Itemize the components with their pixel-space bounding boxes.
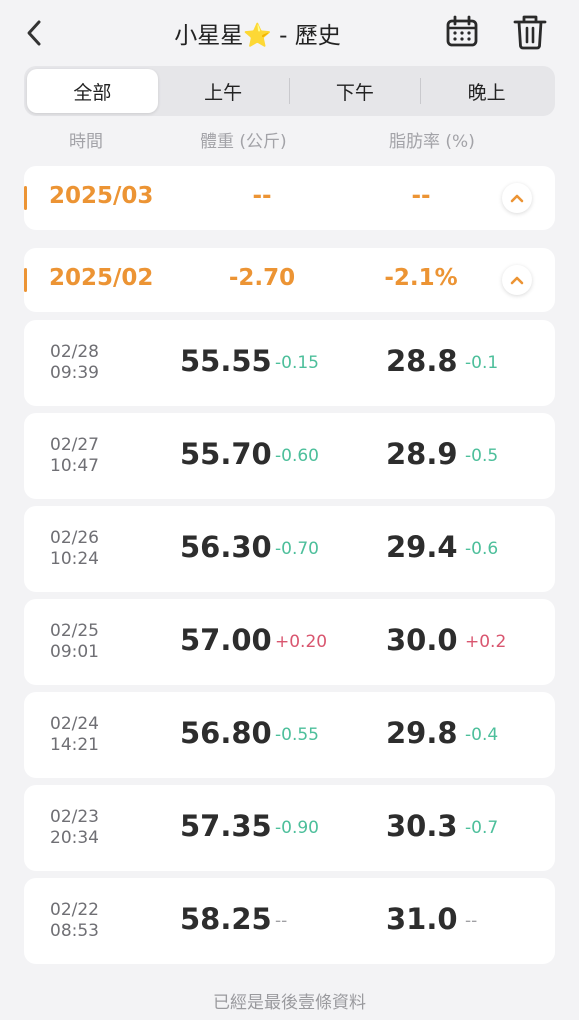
record-weight-diff: -0.90 bbox=[275, 818, 319, 838]
record-date: 02/23 bbox=[50, 807, 99, 827]
calendar-button[interactable] bbox=[444, 14, 480, 50]
column-header-fat: 脂肪率 (%) bbox=[389, 132, 475, 152]
record-date: 02/27 bbox=[50, 435, 99, 455]
record-date: 02/26 bbox=[50, 528, 99, 548]
record-time: 10:47 bbox=[50, 456, 99, 476]
record-date: 02/24 bbox=[50, 714, 99, 734]
month-label: 2025/02 bbox=[49, 265, 154, 291]
record-weight: 57.35 bbox=[180, 809, 272, 843]
record-row[interactable]: 02/22 08:53 58.25 -- 31.0 -- bbox=[24, 878, 555, 964]
record-fat: 29.8 bbox=[386, 716, 458, 750]
record-datetime: 02/26 10:24 bbox=[50, 528, 99, 570]
tab-evening[interactable]: 晚上 bbox=[467, 81, 506, 104]
record-row[interactable]: 02/24 14:21 56.80 -0.55 29.8 -0.4 bbox=[24, 692, 555, 778]
record-fat-diff: -0.7 bbox=[465, 818, 499, 838]
record-fat: 30.3 bbox=[386, 809, 458, 843]
record-datetime: 02/22 08:53 bbox=[50, 900, 99, 942]
tab-afternoon[interactable]: 下午 bbox=[335, 81, 374, 104]
month-accent-bar bbox=[24, 186, 27, 210]
collapse-button[interactable] bbox=[502, 265, 532, 295]
record-time: 10:24 bbox=[50, 549, 99, 569]
tab-morning[interactable]: 上午 bbox=[204, 81, 243, 104]
record-fat: 28.9 bbox=[386, 437, 458, 471]
record-time: 09:39 bbox=[50, 363, 99, 383]
record-row[interactable]: 02/23 20:34 57.35 -0.90 30.3 -0.7 bbox=[24, 785, 555, 871]
record-row[interactable]: 02/26 10:24 56.30 -0.70 29.4 -0.6 bbox=[24, 506, 555, 592]
record-fat-diff: -0.6 bbox=[465, 539, 499, 559]
record-weight-diff: -0.60 bbox=[275, 446, 319, 466]
end-of-list-message: 已經是最後壹條資料 bbox=[213, 993, 366, 1013]
record-row[interactable]: 02/27 10:47 55.70 -0.60 28.9 -0.5 bbox=[24, 413, 555, 499]
column-header-weight: 體重 (公斤) bbox=[200, 132, 287, 152]
chevron-left-icon bbox=[27, 20, 41, 46]
record-weight: 56.30 bbox=[180, 530, 272, 564]
record-weight-diff: -0.15 bbox=[275, 353, 319, 373]
month-label: 2025/03 bbox=[49, 183, 154, 209]
record-weight: 56.80 bbox=[180, 716, 272, 750]
page-title: 小星星⭐ - 歷史 bbox=[174, 23, 341, 49]
record-time: 09:01 bbox=[50, 642, 99, 662]
record-time: 20:34 bbox=[50, 828, 99, 848]
tab-divider bbox=[288, 78, 290, 104]
record-datetime: 02/24 14:21 bbox=[50, 714, 99, 756]
record-weight: 58.25 bbox=[180, 902, 272, 936]
record-time: 08:53 bbox=[50, 921, 99, 941]
record-fat-diff: -0.5 bbox=[465, 446, 499, 466]
record-row[interactable]: 02/28 09:39 55.55 -0.15 28.8 -0.1 bbox=[24, 320, 555, 406]
record-row[interactable]: 02/25 09:01 57.00 +0.20 30.0 +0.2 bbox=[24, 599, 555, 685]
month-weight-change: -- bbox=[252, 183, 272, 209]
record-weight: 55.70 bbox=[180, 437, 272, 471]
record-datetime: 02/28 09:39 bbox=[50, 342, 99, 384]
record-fat: 31.0 bbox=[386, 902, 458, 936]
month-weight-change: -2.70 bbox=[228, 265, 296, 291]
collapse-button[interactable] bbox=[502, 183, 532, 213]
month-summary-2025-03[interactable]: 2025/03 -- -- bbox=[24, 166, 555, 230]
record-fat: 28.8 bbox=[386, 344, 458, 378]
tab-divider bbox=[420, 78, 422, 104]
column-headers: 時間 體重 (公斤) 脂肪率 (%) bbox=[0, 127, 579, 153]
calendar-icon bbox=[446, 15, 478, 47]
record-date: 02/25 bbox=[50, 621, 99, 641]
record-weight: 55.55 bbox=[180, 344, 272, 378]
record-date: 02/28 bbox=[50, 342, 99, 362]
month-summary-2025-02[interactable]: 2025/02 -2.70 -2.1% bbox=[24, 248, 555, 312]
column-header-time: 時間 bbox=[69, 132, 103, 152]
record-fat: 30.0 bbox=[386, 623, 458, 657]
record-date: 02/22 bbox=[50, 900, 99, 920]
record-weight-diff: -- bbox=[275, 911, 288, 931]
record-weight-diff: +0.20 bbox=[275, 632, 328, 652]
record-fat: 29.4 bbox=[386, 530, 458, 564]
chevron-up-icon bbox=[510, 194, 524, 203]
record-fat-diff: -- bbox=[465, 911, 478, 931]
record-datetime: 02/25 09:01 bbox=[50, 621, 99, 663]
record-fat-diff: +0.2 bbox=[465, 632, 507, 652]
record-datetime: 02/23 20:34 bbox=[50, 807, 99, 849]
record-time: 14:21 bbox=[50, 735, 99, 755]
record-fat-diff: -0.4 bbox=[465, 725, 499, 745]
record-datetime: 02/27 10:47 bbox=[50, 435, 99, 477]
header: 小星星⭐ - 歷史 bbox=[0, 0, 579, 64]
record-weight: 57.00 bbox=[180, 623, 272, 657]
month-fat-change: -- bbox=[411, 183, 431, 209]
tab-all[interactable]: 全部 bbox=[27, 69, 158, 113]
delete-button[interactable] bbox=[512, 13, 548, 51]
time-filter-tabs: 全部 上午 下午 晚上 bbox=[24, 66, 555, 116]
trash-icon bbox=[513, 15, 547, 50]
chevron-up-icon bbox=[510, 276, 524, 285]
record-weight-diff: -0.55 bbox=[275, 725, 319, 745]
month-fat-change: -2.1% bbox=[384, 265, 458, 291]
month-accent-bar bbox=[24, 268, 27, 292]
record-weight-diff: -0.70 bbox=[275, 539, 319, 559]
back-button[interactable] bbox=[20, 16, 48, 50]
record-fat-diff: -0.1 bbox=[465, 353, 499, 373]
